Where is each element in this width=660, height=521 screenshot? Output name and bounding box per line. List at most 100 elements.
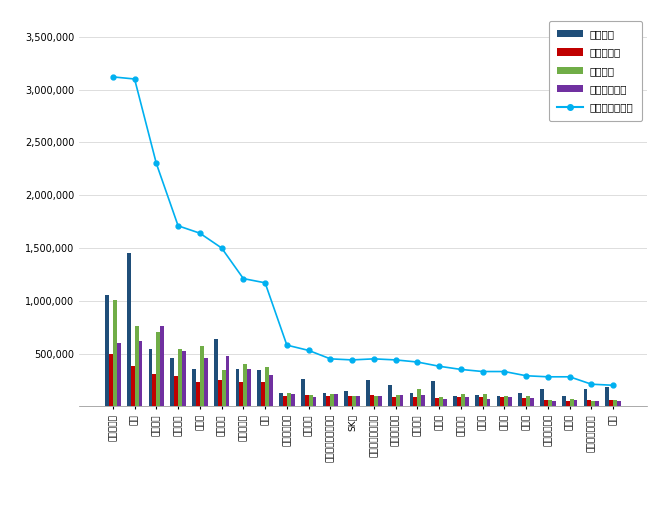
Bar xyxy=(348,396,352,406)
브랜드평판지수 xyxy=(109,74,117,80)
Bar xyxy=(291,394,295,406)
Bar xyxy=(496,396,500,406)
Bar xyxy=(410,393,413,406)
Bar xyxy=(617,401,621,406)
Bar xyxy=(226,356,230,406)
Bar xyxy=(345,391,348,406)
Bar xyxy=(421,395,425,406)
Bar xyxy=(182,352,186,406)
Bar xyxy=(265,367,269,406)
Bar xyxy=(374,396,378,406)
Bar xyxy=(244,364,248,406)
Bar xyxy=(113,300,117,406)
브랜드평판지수 xyxy=(435,363,443,369)
Bar xyxy=(261,382,265,406)
브랜드평판지수 xyxy=(305,348,313,354)
Bar xyxy=(139,341,143,406)
Bar xyxy=(305,395,309,406)
Bar xyxy=(482,394,486,406)
Bar xyxy=(105,295,109,406)
Legend: 참여지수, 미디어지수, 소통지수, 커뮤니티지수, 브랜드평판지수: 참여지수, 미디어지수, 소통지수, 커뮤니티지수, 브랜드평판지수 xyxy=(549,21,642,121)
Bar xyxy=(334,394,338,406)
Bar xyxy=(465,398,469,406)
Bar xyxy=(283,396,287,406)
브랜드평판지수 xyxy=(261,280,269,286)
Bar xyxy=(570,399,574,406)
Bar xyxy=(240,381,244,406)
브랜드평판지수 xyxy=(391,357,399,363)
브랜드평판지수 xyxy=(457,366,465,373)
Bar xyxy=(591,401,595,406)
Bar xyxy=(417,390,421,406)
Bar xyxy=(478,398,482,406)
Bar xyxy=(552,401,556,406)
Bar xyxy=(214,339,218,406)
브랜드평판지수 xyxy=(283,342,291,348)
Bar xyxy=(562,396,566,406)
브랜드평판지수 xyxy=(218,245,226,251)
브랜드평판지수 xyxy=(131,76,139,82)
Bar xyxy=(313,397,316,406)
Bar xyxy=(548,400,552,406)
Bar xyxy=(323,393,327,406)
Bar xyxy=(127,253,131,406)
Bar xyxy=(257,370,261,406)
Bar xyxy=(287,393,291,406)
Bar xyxy=(331,394,334,406)
Bar xyxy=(508,397,512,406)
Bar xyxy=(540,390,544,406)
Bar xyxy=(544,400,548,406)
Bar xyxy=(356,396,360,406)
브랜드평판지수 xyxy=(587,381,595,387)
Bar xyxy=(392,398,395,406)
Bar xyxy=(279,393,283,406)
Bar xyxy=(152,374,156,406)
Bar xyxy=(522,398,526,406)
Bar xyxy=(131,366,135,406)
Bar xyxy=(218,380,222,406)
Bar xyxy=(301,379,305,406)
브랜드평판지수 xyxy=(348,357,356,363)
Bar xyxy=(526,396,530,406)
Bar xyxy=(443,399,447,406)
Bar xyxy=(504,396,508,406)
Line: 브랜드평판지수: 브랜드평판지수 xyxy=(110,75,616,388)
Bar xyxy=(583,390,587,406)
Bar xyxy=(587,400,591,406)
Bar xyxy=(613,400,617,406)
Bar xyxy=(204,358,208,406)
Bar xyxy=(399,395,403,406)
브랜드평판지수 xyxy=(174,222,182,229)
Bar xyxy=(574,400,578,406)
Bar xyxy=(486,399,490,406)
Bar xyxy=(500,398,504,406)
Bar xyxy=(309,395,313,406)
Bar xyxy=(174,376,178,406)
Bar xyxy=(431,381,435,406)
브랜드평판지수 xyxy=(500,368,508,375)
브랜드평판지수 xyxy=(240,276,248,282)
브랜드평판지수 xyxy=(609,382,617,388)
Bar xyxy=(222,370,226,406)
Bar xyxy=(269,375,273,406)
Bar xyxy=(595,401,599,406)
Bar xyxy=(435,398,439,406)
Bar xyxy=(457,397,461,406)
Bar xyxy=(327,396,331,406)
Bar xyxy=(156,332,160,406)
브랜드평판지수 xyxy=(566,374,574,380)
Bar xyxy=(461,394,465,406)
Bar xyxy=(609,400,613,406)
Bar xyxy=(388,385,392,406)
Bar xyxy=(413,398,417,406)
Bar xyxy=(366,380,370,406)
브랜드평판지수 xyxy=(478,368,486,375)
브랜드평판지수 xyxy=(370,356,378,362)
Bar xyxy=(352,396,356,406)
Bar xyxy=(192,369,196,406)
Bar xyxy=(109,354,113,406)
Bar xyxy=(530,399,534,406)
Bar xyxy=(453,396,457,406)
Bar xyxy=(160,326,164,406)
Bar xyxy=(370,395,374,406)
